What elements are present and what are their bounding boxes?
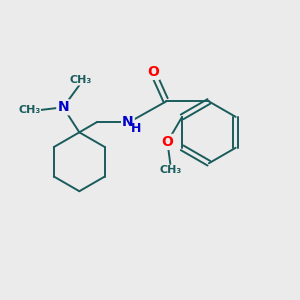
Text: N: N	[57, 100, 69, 114]
Text: CH₃: CH₃	[159, 166, 182, 176]
Text: CH₃: CH₃	[18, 105, 40, 115]
Text: N: N	[122, 115, 134, 129]
Text: O: O	[147, 65, 159, 79]
Text: CH₃: CH₃	[70, 75, 92, 85]
Text: H: H	[131, 122, 141, 135]
Text: O: O	[161, 135, 173, 149]
